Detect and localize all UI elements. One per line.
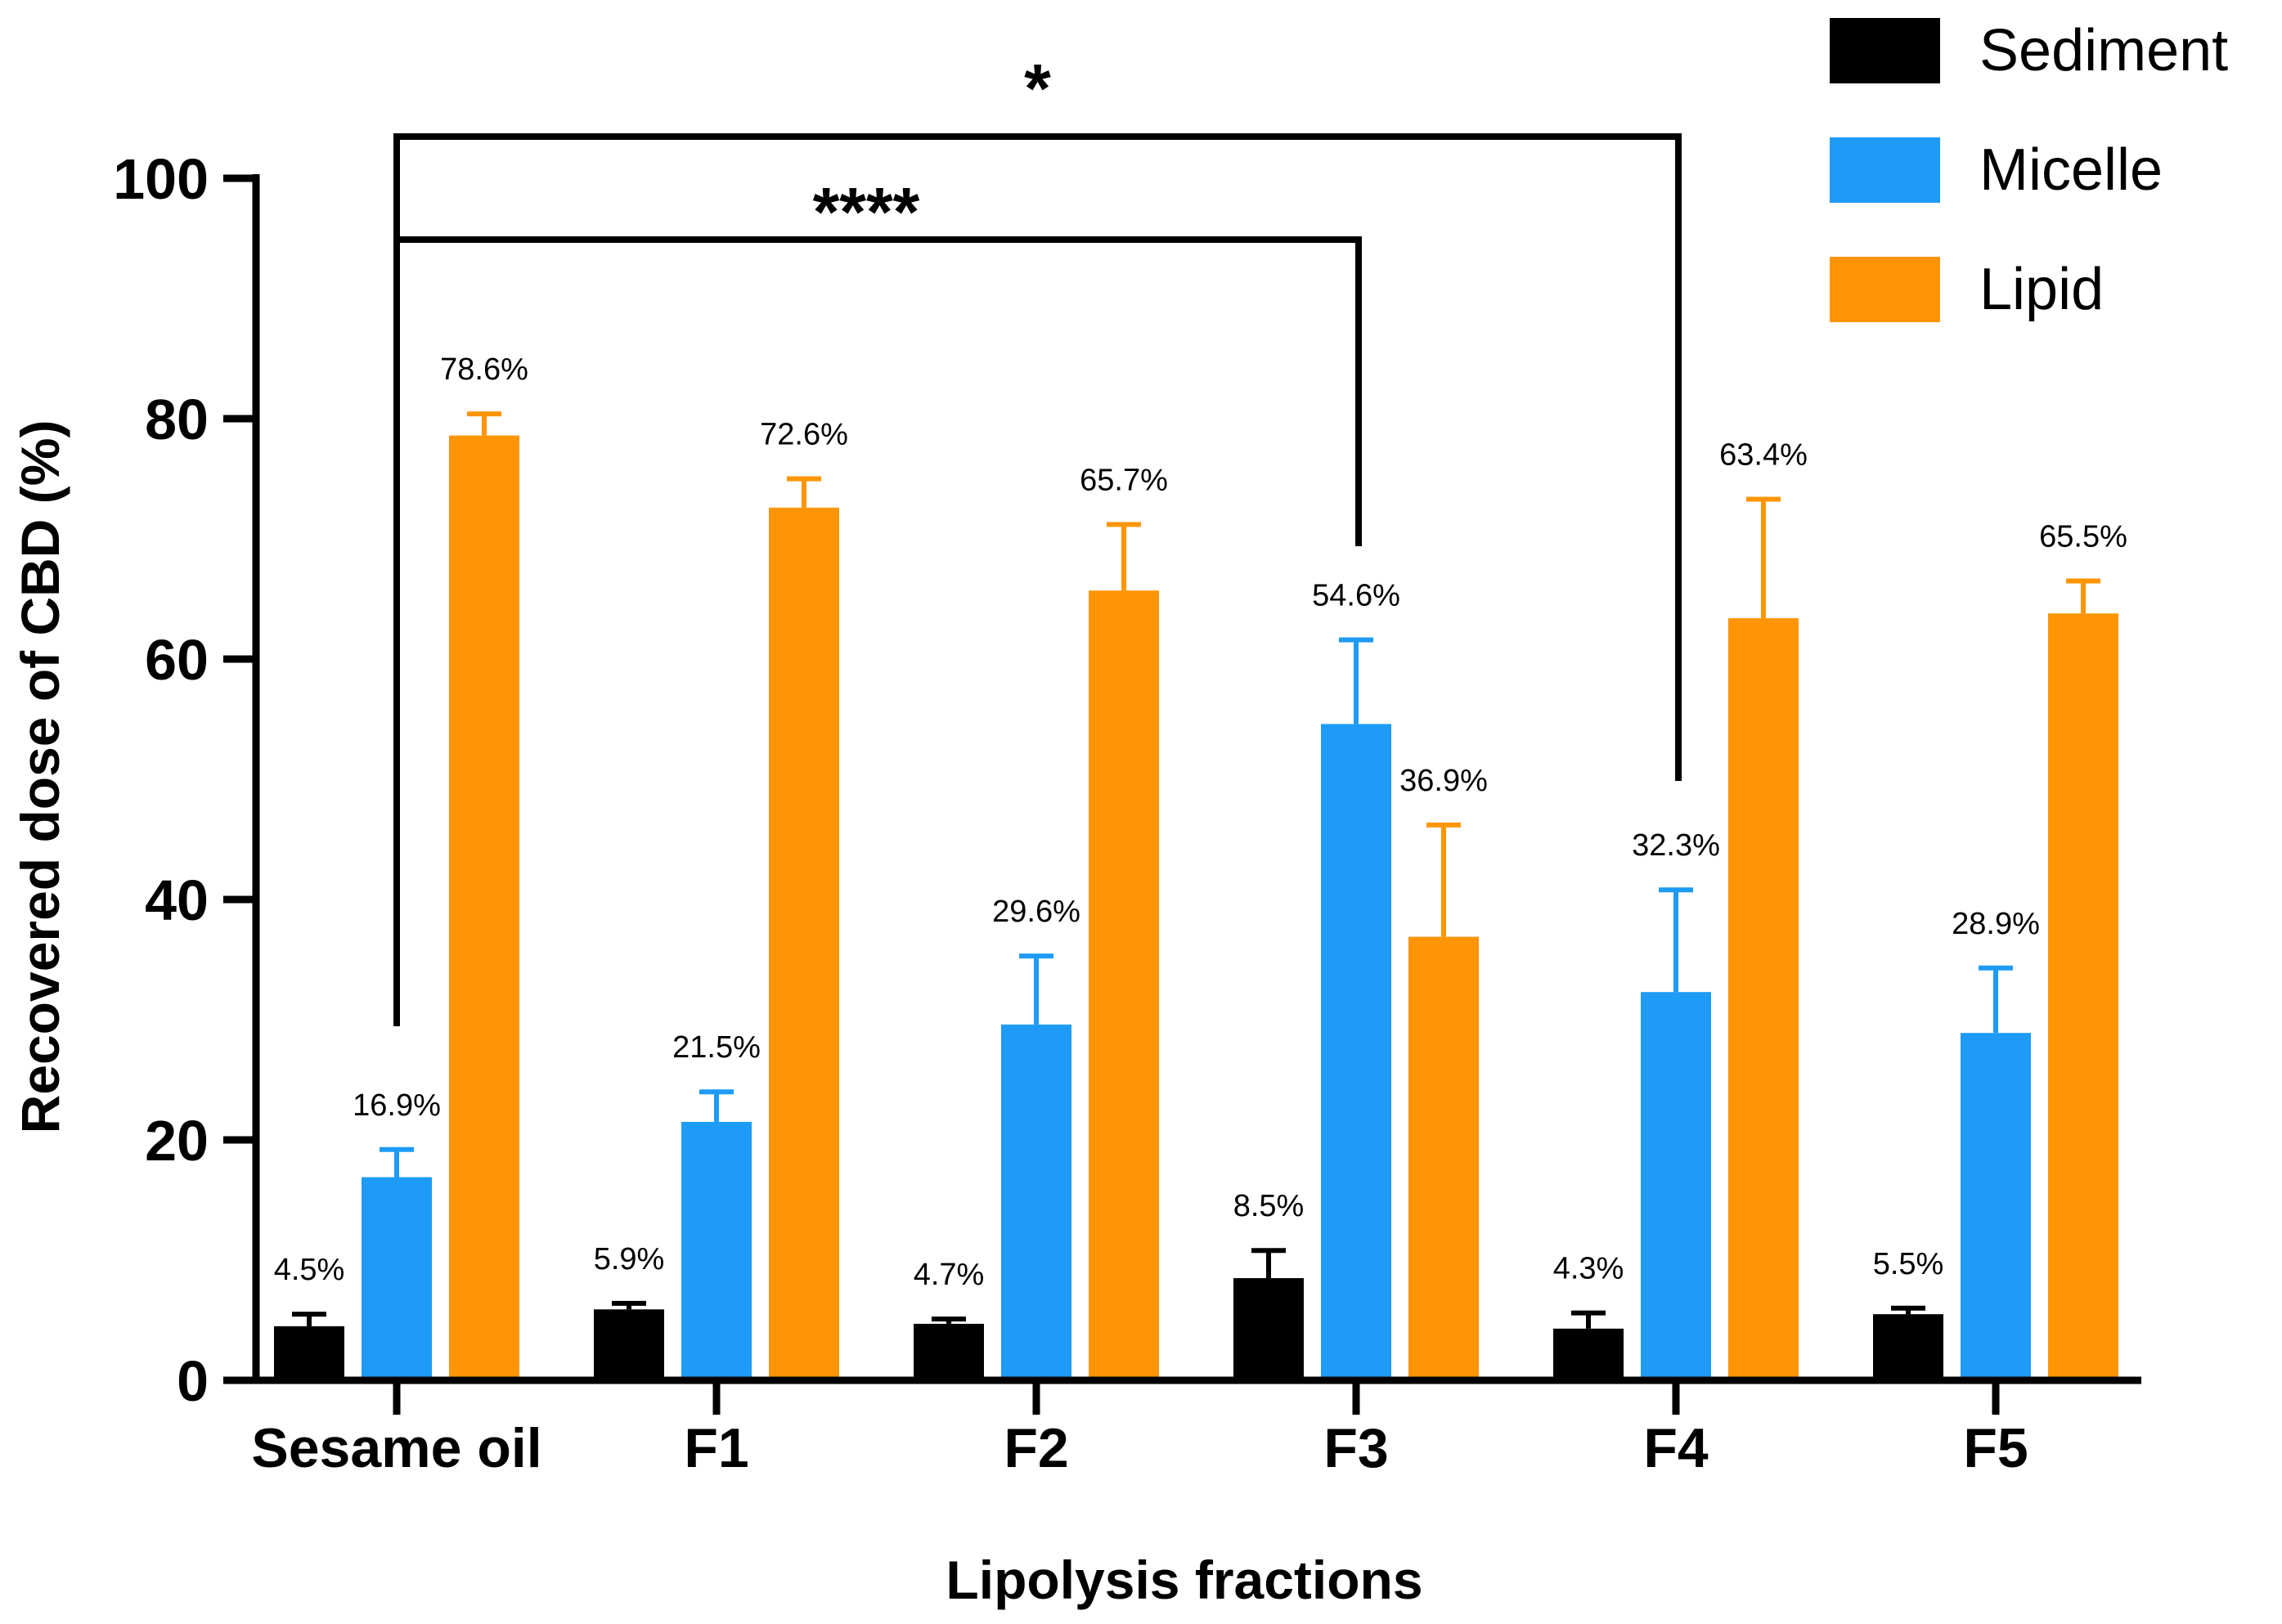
legend-swatch: [1830, 257, 1940, 322]
bar: [2048, 613, 2118, 1380]
y-tick-label: 20: [145, 1109, 209, 1173]
significance-bracket: [393, 236, 1362, 1026]
bar: [362, 1177, 432, 1380]
legend-swatch: [1830, 137, 1940, 203]
data-label: 63.4%: [1719, 437, 1808, 472]
data-label: 32.3%: [1632, 828, 1720, 863]
x-tick-label: F1: [684, 1417, 748, 1479]
bar: [274, 1326, 344, 1380]
legend-label: Sediment: [1979, 18, 2228, 83]
significance-label: *: [1024, 50, 1051, 127]
legend-label: Lipid: [1979, 257, 2104, 322]
legend-swatch: [1830, 18, 1940, 83]
x-tick-label: Sesame oil: [251, 1417, 541, 1479]
data-label: 4.5%: [274, 1253, 345, 1287]
bar: [1321, 724, 1391, 1380]
chart-marks: 4.5% 5.9% 4.7% 8.5% 4.3% 5.5% 16.9% 21.5% 29.6% 5…: [274, 352, 2127, 1380]
bar: [1001, 1024, 1071, 1380]
x-tick-label: F5: [1963, 1417, 2028, 1479]
bar: [1089, 590, 1159, 1380]
bar: [449, 435, 519, 1380]
y-axis: 0 20 40 60 80 100: [113, 147, 260, 1413]
significance-label: ****: [813, 173, 920, 250]
bar: [1728, 618, 1799, 1380]
data-label: 8.5%: [1233, 1189, 1305, 1223]
bar: [769, 507, 839, 1380]
data-label: 54.6%: [1312, 578, 1400, 612]
data-label: 36.9%: [1399, 764, 1488, 798]
data-label: 29.6%: [992, 895, 1080, 929]
x-axis: Sesame oil F1 F2 F3 F4 F5: [251, 1376, 2141, 1479]
legend: Sediment Micelle Lipid: [1830, 18, 2228, 322]
x-axis-title: Lipolysis fractions: [946, 1550, 1422, 1610]
bar: [594, 1309, 664, 1380]
data-label: 28.9%: [1952, 907, 2040, 941]
significance-brackets: *****: [393, 50, 1682, 1026]
data-label: 4.3%: [1553, 1252, 1624, 1286]
data-label: 16.9%: [353, 1088, 441, 1123]
y-tick-label: 100: [113, 147, 209, 211]
bar: [1553, 1328, 1624, 1380]
significance-bracket: [393, 133, 1682, 1026]
bar: [1408, 936, 1479, 1380]
bar: [1233, 1278, 1304, 1380]
x-tick-label: F4: [1643, 1417, 1709, 1479]
data-label: 5.5%: [1873, 1247, 1944, 1281]
data-label: 5.9%: [594, 1242, 665, 1276]
data-label: 78.6%: [440, 352, 528, 387]
y-axis-title: Recovered dose of CBD (%): [10, 420, 70, 1134]
data-label: 72.6%: [760, 418, 848, 452]
data-label: 65.7%: [1080, 463, 1168, 497]
bar: [681, 1121, 752, 1380]
y-tick-label: 80: [145, 388, 209, 451]
bar: [1961, 1033, 2031, 1380]
data-label: 21.5%: [672, 1030, 761, 1065]
bar: [1641, 992, 1711, 1380]
data-label: 4.7%: [914, 1258, 985, 1292]
x-tick-label: F3: [1323, 1417, 1388, 1479]
y-tick-label: 60: [145, 628, 209, 692]
data-label: 65.5%: [2039, 519, 2127, 554]
legend-label: Micelle: [1979, 137, 2163, 203]
y-tick-label: 40: [145, 868, 209, 932]
bar: [914, 1323, 984, 1380]
y-tick-label: 0: [177, 1349, 209, 1413]
x-tick-label: F2: [1004, 1417, 1068, 1479]
bar: [1873, 1314, 1943, 1380]
